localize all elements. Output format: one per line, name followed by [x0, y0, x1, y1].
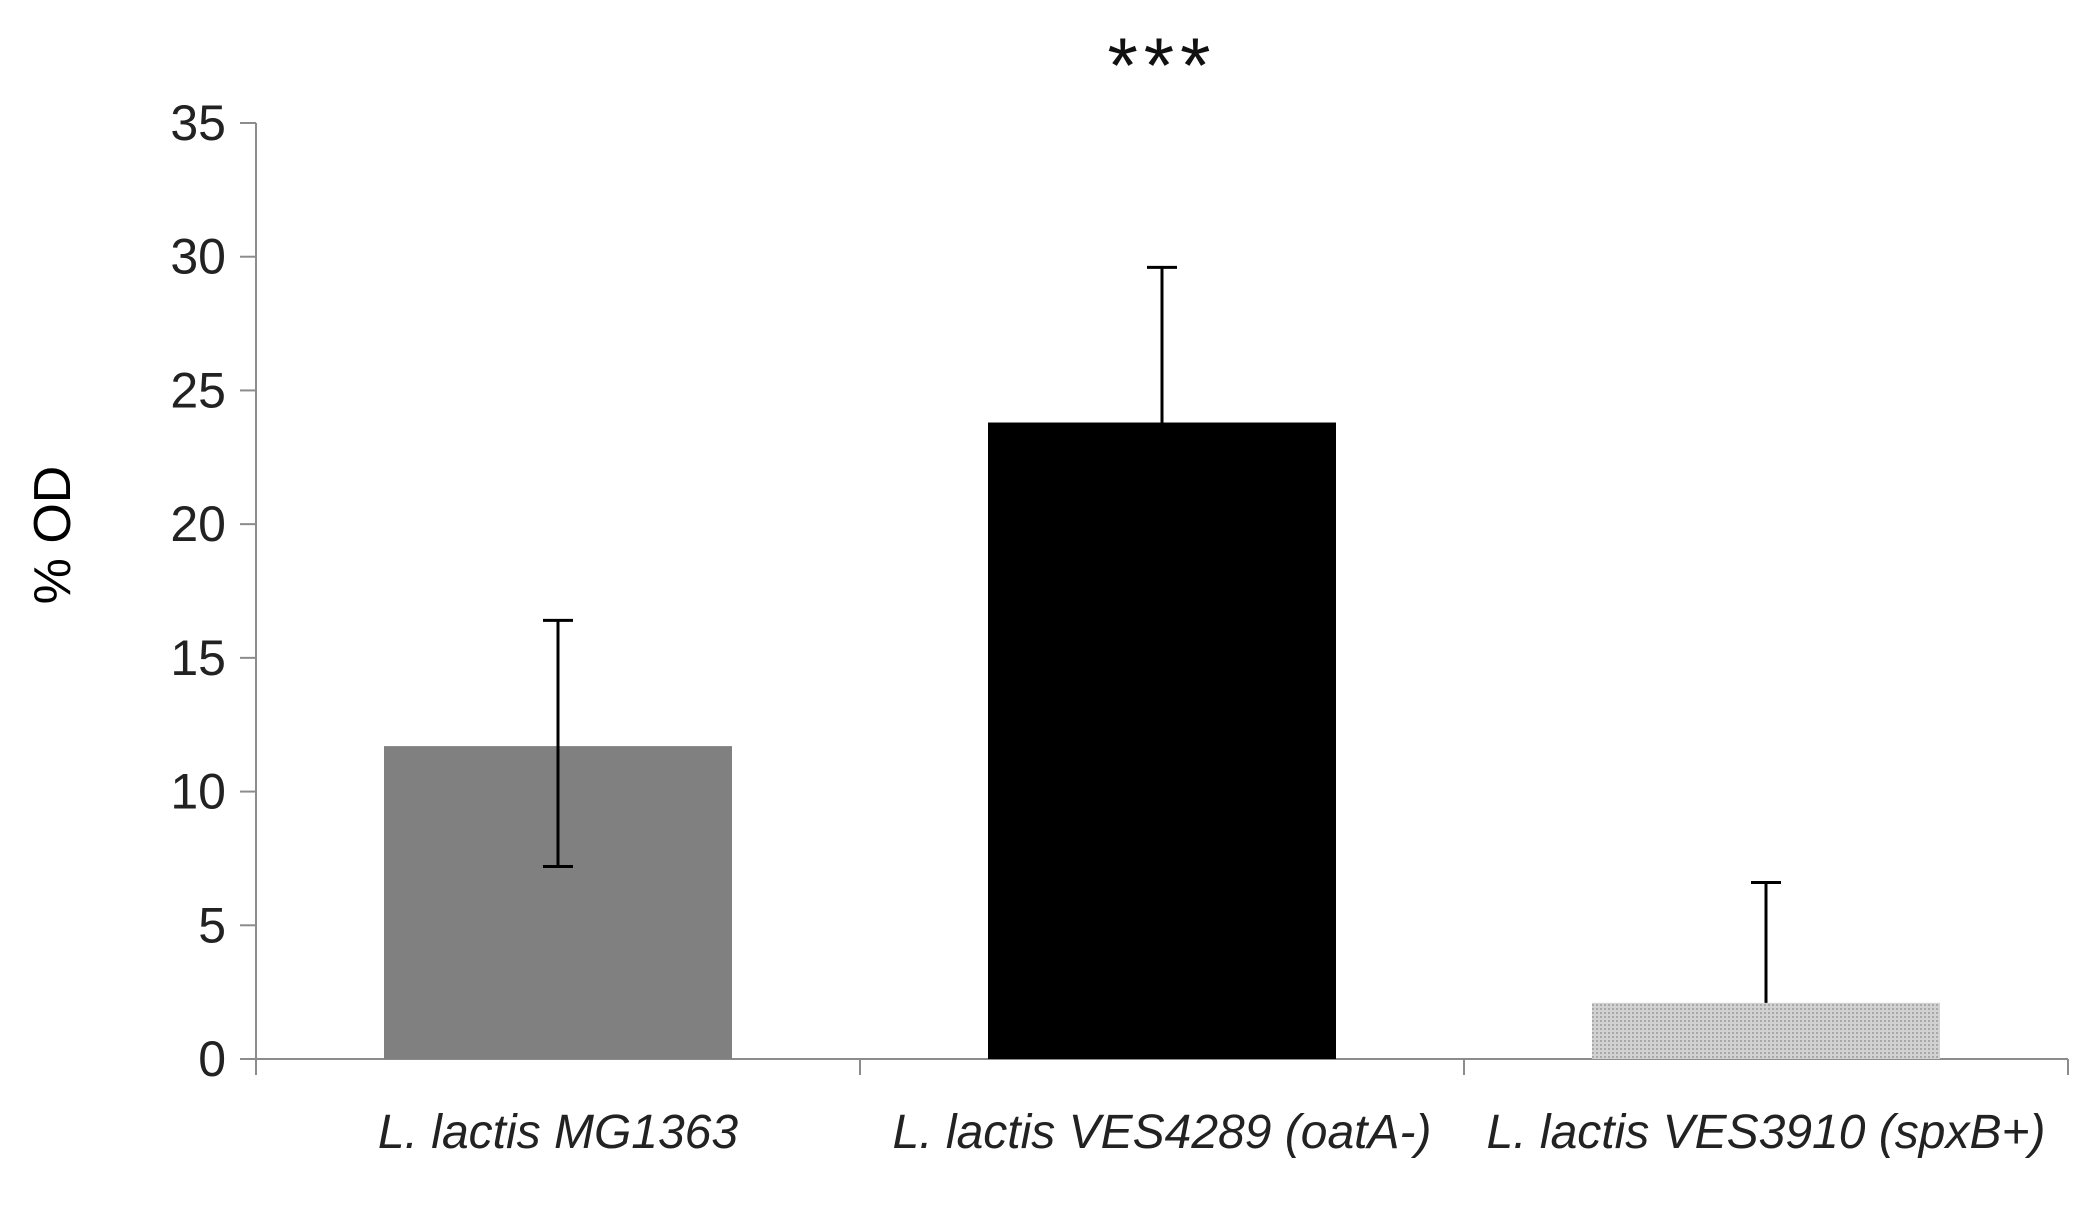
x-tick-labels: L. lactis MG1363 L. lactis VES4289 (oatA-… — [378, 1106, 2046, 1159]
error-bars — [543, 265, 1781, 1003]
y-axis-title: % OD — [24, 466, 82, 605]
bar — [1592, 1002, 1940, 1059]
significance-annotation: *** — [1107, 21, 1216, 109]
x-tick-label: L. lactis VES4289 (oatA-) — [893, 1106, 1432, 1159]
bar — [988, 422, 1336, 1059]
x-tick-label: L. lactis MG1363 — [378, 1106, 738, 1159]
y-axis: 0 5 10 15 20 25 30 35 — [170, 95, 257, 1087]
x-tick-label: L. lactis VES3910 (spxB+) — [1487, 1106, 2046, 1159]
y-tick-label: 15 — [170, 630, 226, 686]
y-tick-label: 20 — [170, 496, 226, 552]
y-tick-label: 5 — [198, 897, 226, 953]
y-tick-label: 25 — [170, 362, 226, 418]
bars — [384, 422, 1940, 1059]
y-tick-label: 35 — [170, 95, 226, 151]
annotations: *** — [1107, 21, 1216, 109]
x-axis — [255, 1058, 2069, 1075]
y-tick-label: 10 — [170, 764, 226, 820]
y-tick-label: 0 — [198, 1031, 226, 1087]
y-tick-label: 30 — [170, 229, 226, 285]
